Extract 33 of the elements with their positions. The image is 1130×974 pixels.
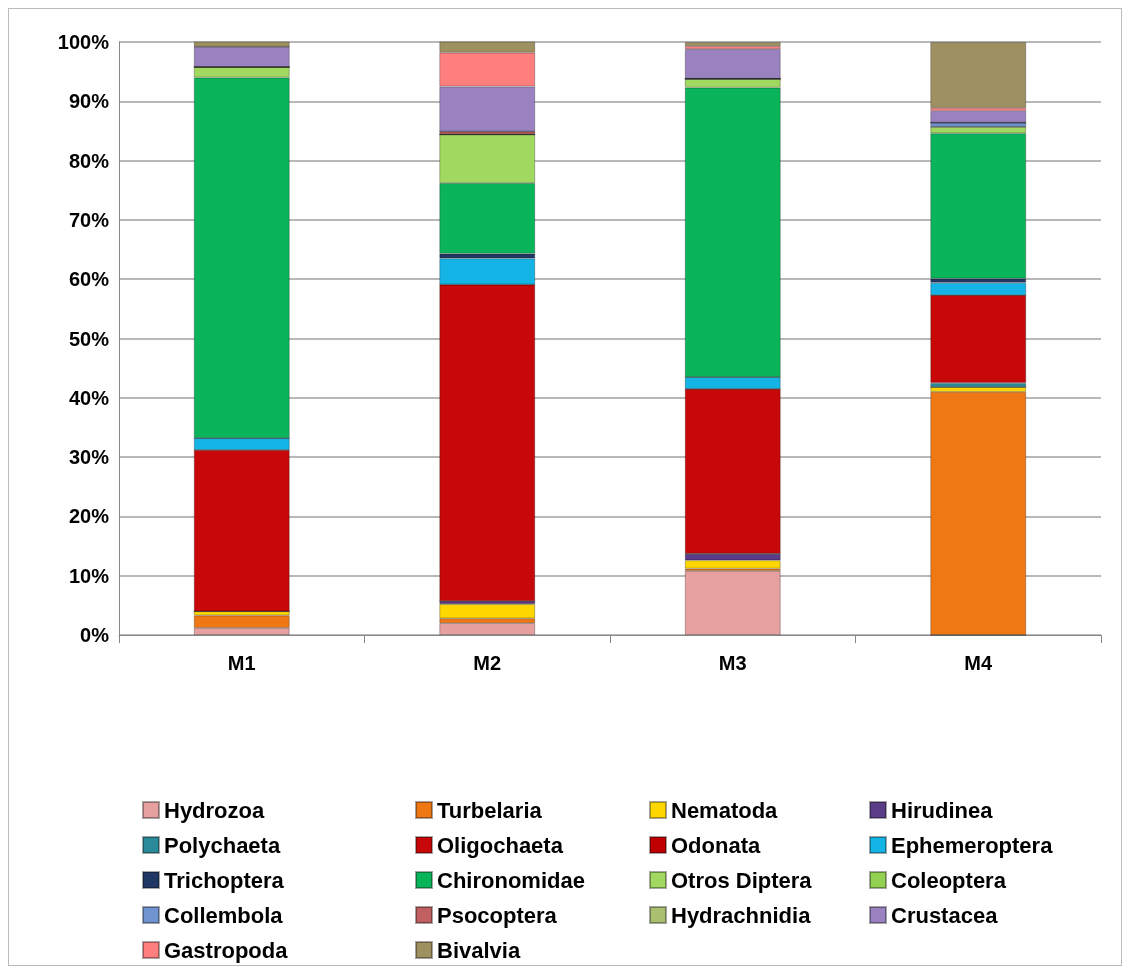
legend-label: Coleoptera — [891, 867, 1007, 893]
y-tick-label: 10% — [68, 564, 110, 587]
y-tick-label: 40% — [68, 386, 110, 409]
legend-label: Gastropoda — [164, 937, 289, 963]
x-tick-label: M2 — [473, 652, 502, 674]
y-tick-label: 100% — [57, 31, 110, 53]
x-tick-label: M3 — [718, 652, 747, 674]
legend-label: Turbelaria — [437, 797, 543, 823]
legend-label: Collembola — [164, 902, 284, 928]
y-tick-label: 80% — [68, 149, 110, 172]
x-tick-label: M1 — [227, 652, 256, 674]
legend-label: Nematoda — [671, 797, 779, 823]
legend-label: Trichoptera — [164, 867, 285, 893]
legend-label: Hydrachnidia — [671, 902, 812, 928]
y-tick-label: 90% — [68, 90, 110, 113]
legend-label: Oligochaeta — [437, 832, 564, 858]
legend-label: Polychaeta — [164, 832, 281, 858]
legend-label: Hydrozoa — [164, 797, 265, 823]
legend-label: Bivalvia — [437, 937, 521, 963]
legend-label: Psocoptera — [437, 902, 558, 928]
y-tick-label: 50% — [68, 327, 110, 350]
x-tick-label: M4 — [964, 652, 994, 674]
y-tick-label: 20% — [68, 505, 110, 528]
y-tick-label: 0% — [80, 624, 110, 646]
y-tick-label: 30% — [68, 446, 110, 469]
legend-label: Chironomidae — [437, 867, 585, 893]
legend-label: Otros Diptera — [671, 867, 813, 893]
y-tick-label: 70% — [68, 208, 110, 231]
legend-label: Hirudinea — [891, 797, 994, 823]
legend-label: Odonata — [671, 832, 761, 858]
legend-label: Crustacea — [891, 902, 999, 928]
legend-label: Ephemeroptera — [891, 832, 1054, 858]
y-tick-label: 60% — [68, 268, 110, 291]
